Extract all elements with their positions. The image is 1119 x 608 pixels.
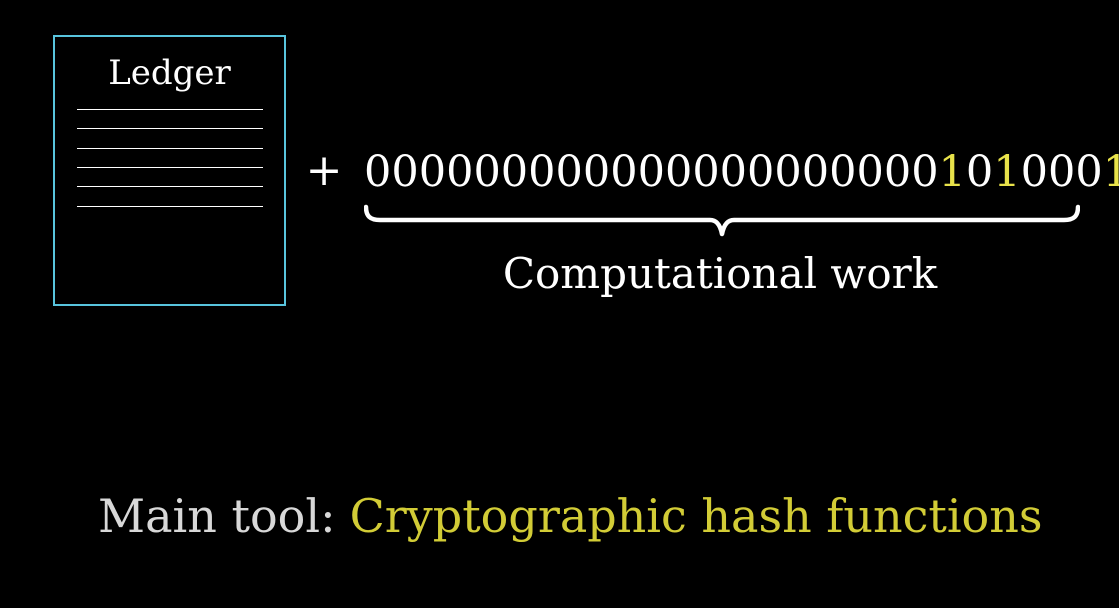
bit-zero: 0 [500,147,529,197]
main-tool-label: Main tool: [98,489,336,543]
nonce-bit-string: 0000000000000000000001010001010 [364,145,1119,199]
bit-zero: 0 [801,147,830,197]
main-tool-caption: Main tool: Cryptographic hash functions [98,486,1042,546]
underbrace-shape [364,204,1080,237]
computational-work-label: Computational work [502,249,938,298]
ledger-title: Ledger [108,53,231,93]
bit-zero: 0 [610,147,638,197]
bit-zero: 0 [719,147,748,197]
bit-zero: 0 [911,147,939,197]
ledger-line [77,166,263,168]
bit-zero: 0 [883,147,912,197]
bit-zero: 0 [1075,147,1103,197]
main-tool-value: Cryptographic hash functions [349,489,1043,543]
bit-zero: 0 [473,147,501,197]
bit-one: 1 [1102,147,1119,197]
ledger-line [77,147,263,149]
bit-zero: 0 [1047,147,1076,197]
ledger-line [77,109,263,110]
bit-zero: 0 [856,147,884,197]
plus-sign: + [305,145,343,196]
bit-zero: 0 [774,147,802,197]
bit-zero: 0 [829,147,857,197]
ledger-line [77,128,263,130]
bit-zero: 0 [664,147,693,197]
bit-one: 1 [993,147,1021,197]
bit-zero: 0 [1020,147,1048,197]
ledger-line [77,186,263,188]
bit-zero: 0 [555,147,583,197]
bit-zero: 0 [364,147,392,197]
ledger-line [77,205,263,207]
bit-zero: 0 [446,147,474,197]
bit-zero: 0 [637,147,665,197]
bit-zero: 0 [391,147,419,197]
bit-zero: 0 [418,147,447,197]
bit-one: 1 [938,147,966,197]
bit-zero: 0 [965,147,994,197]
ledger-document: Ledger [53,35,286,306]
underbrace [364,204,1080,237]
bit-zero: 0 [747,147,775,197]
bit-zero: 0 [582,147,611,197]
bit-zero: 0 [692,147,720,197]
bit-zero: 0 [528,147,556,197]
